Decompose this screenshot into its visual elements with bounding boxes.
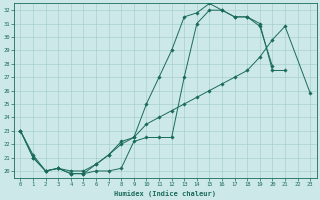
X-axis label: Humidex (Indice chaleur): Humidex (Indice chaleur) xyxy=(114,190,216,197)
